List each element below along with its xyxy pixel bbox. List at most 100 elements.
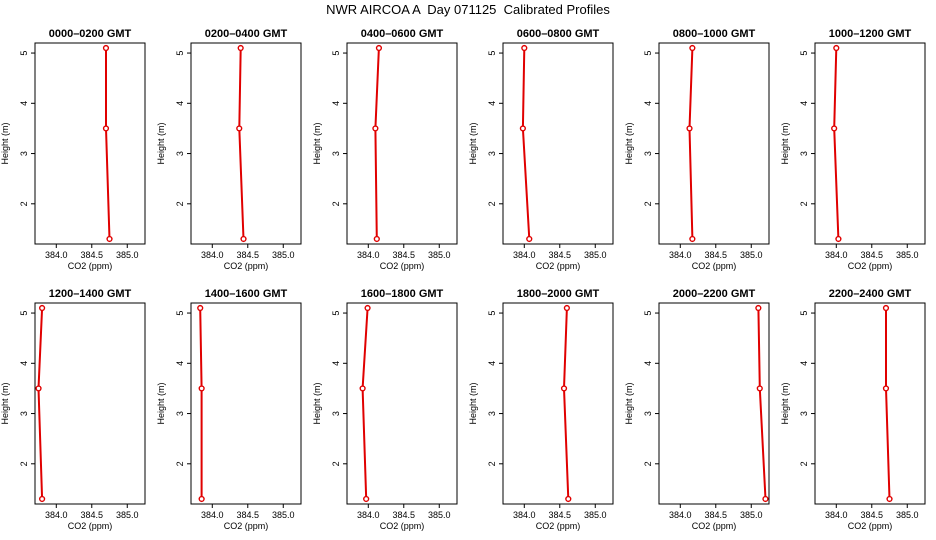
panel-10-profile-line bbox=[562, 307, 570, 500]
panel-6-plot-frame bbox=[814, 42, 926, 245]
panel-2-plot-frame bbox=[190, 42, 302, 245]
panel-7-y-tick-label: 5 bbox=[19, 311, 29, 316]
panel-7-title: 1200–1400 GMT bbox=[49, 288, 132, 300]
panel-10-y-tick-label: 5 bbox=[487, 311, 497, 316]
panel-9-plot-frame bbox=[346, 302, 458, 505]
panel-1-x-tick-label: 384.5 bbox=[81, 250, 104, 260]
panel-5-y-axis-label: Height (m) bbox=[624, 122, 634, 164]
panel-9-y-tick-label: 4 bbox=[331, 361, 341, 366]
panel-2-y-tick-label: 4 bbox=[175, 101, 185, 106]
panel-1-data-point bbox=[102, 44, 110, 52]
panel-6-x-tick-label: 384.0 bbox=[825, 250, 848, 260]
panel-7-profile-line bbox=[37, 307, 44, 500]
panel-5-y-tick-label: 2 bbox=[643, 201, 653, 206]
panel-5-x-tick-label: 384.5 bbox=[705, 250, 728, 260]
panel-5-data-point bbox=[689, 235, 696, 243]
panel-4-x-tick-label: 384.5 bbox=[549, 250, 572, 260]
panel-8-data-point bbox=[197, 304, 204, 312]
panel-4-data-point bbox=[526, 235, 533, 243]
panel-6-title: 1000–1200 GMT bbox=[829, 28, 912, 40]
panel-3-profile-line bbox=[374, 47, 380, 240]
panel-11-x-tick-label: 384.5 bbox=[705, 510, 728, 520]
panel-8-plot-frame bbox=[190, 302, 302, 505]
panel-3-y-tick-label: 5 bbox=[331, 51, 341, 56]
panel-4-y-axis-label: Height (m) bbox=[468, 122, 478, 164]
panel-9-y-tick-label: 3 bbox=[331, 411, 341, 416]
panel-7-plot-frame bbox=[34, 302, 146, 505]
panel-5-y-tick-label: 4 bbox=[643, 101, 653, 106]
panel-2-x-tick-label: 384.5 bbox=[237, 250, 260, 260]
panel-8-y-axis-label: Height (m) bbox=[156, 382, 166, 424]
panel-1-x-tick-label: 384.0 bbox=[45, 250, 68, 260]
panel-8-title: 1400–1600 GMT bbox=[205, 288, 288, 300]
panel-2-y-tick-label: 5 bbox=[175, 51, 185, 56]
panel-4-x-tick-label: 384.0 bbox=[513, 250, 536, 260]
panel-4-y-tick-label: 5 bbox=[487, 51, 497, 56]
panel-5-plot-frame bbox=[658, 42, 770, 245]
panel-12-x-tick-label: 384.5 bbox=[861, 510, 884, 520]
panel-2-y-tick-label: 3 bbox=[175, 151, 185, 156]
panel-11-x-tick-label: 385.0 bbox=[740, 510, 763, 520]
panel-11-title: 2000–2200 GMT bbox=[673, 288, 756, 300]
panel-6-profile-line bbox=[833, 47, 840, 240]
panel-3-y-tick-label: 2 bbox=[331, 201, 341, 206]
panel-6-y-tick-label: 5 bbox=[799, 51, 809, 56]
panel-8-data-point bbox=[198, 495, 205, 503]
panel-10-x-axis-label: CO2 (ppm) bbox=[536, 521, 581, 531]
panel-5-x-tick-label: 384.0 bbox=[669, 250, 692, 260]
panel-12-y-tick-label: 3 bbox=[799, 411, 809, 416]
panel-4-plot-frame bbox=[502, 42, 614, 245]
panel-12-y-tick-label: 4 bbox=[799, 361, 809, 366]
panel-8-y-tick-label: 5 bbox=[175, 311, 185, 316]
panel-1-plot-frame bbox=[34, 42, 146, 245]
panel-3-x-axis-label: CO2 (ppm) bbox=[380, 261, 425, 271]
panel-5-data-point bbox=[689, 44, 696, 52]
panel-5-y-tick-label: 3 bbox=[643, 151, 653, 156]
panel-3-x-tick-label: 385.0 bbox=[428, 250, 451, 260]
panel-6-y-axis-label: Height (m) bbox=[780, 122, 790, 164]
panel-5-data-point bbox=[686, 125, 693, 132]
panel-3-y-axis-label: Height (m) bbox=[312, 122, 322, 164]
panel-12-plot-frame bbox=[814, 302, 926, 505]
panel-10-y-axis-label: Height (m) bbox=[468, 382, 478, 424]
panel-2-y-tick-label: 2 bbox=[175, 201, 185, 206]
panel-3-plot-frame bbox=[346, 42, 458, 245]
panel-9-x-tick-label: 384.5 bbox=[393, 510, 416, 520]
panel-1-y-tick-label: 3 bbox=[19, 151, 29, 156]
panel-9-title: 1600–1800 GMT bbox=[361, 288, 444, 300]
panel-9-y-tick-label: 5 bbox=[331, 311, 341, 316]
panel-2-x-tick-label: 384.0 bbox=[201, 250, 224, 260]
panel-5-x-tick-label: 385.0 bbox=[740, 250, 763, 260]
panel-7-x-axis-label: CO2 (ppm) bbox=[68, 521, 113, 531]
panel-12-profile-line bbox=[885, 308, 891, 500]
panel-12-y-tick-label: 2 bbox=[799, 461, 809, 466]
panel-4-data-point bbox=[519, 125, 526, 132]
panel-11-x-tick-label: 384.0 bbox=[669, 510, 692, 520]
panel-11-data-point bbox=[756, 385, 763, 392]
panel-3-x-tick-label: 384.5 bbox=[393, 250, 416, 260]
panel-11-x-axis-label: CO2 (ppm) bbox=[692, 521, 737, 531]
panel-5-x-axis-label: CO2 (ppm) bbox=[692, 261, 737, 271]
panel-7-x-tick-label: 384.5 bbox=[81, 510, 104, 520]
panel-4-y-tick-label: 3 bbox=[487, 151, 497, 156]
panel-7-data-point bbox=[38, 304, 46, 312]
panel-8-x-tick-label: 384.0 bbox=[201, 510, 224, 520]
panel-9-y-tick-label: 2 bbox=[331, 461, 341, 466]
panel-10-x-tick-label: 384.5 bbox=[549, 510, 572, 520]
panel-3-x-tick-label: 384.0 bbox=[357, 250, 380, 260]
panel-4-profile-line bbox=[521, 47, 531, 240]
panel-3-data-point bbox=[372, 125, 379, 132]
panel-1-y-tick-label: 4 bbox=[19, 101, 29, 106]
panel-9-data-point bbox=[359, 385, 366, 392]
panel-12-x-tick-label: 384.0 bbox=[825, 510, 848, 520]
panel-2-x-axis-label: CO2 (ppm) bbox=[224, 261, 269, 271]
panel-10-title: 1800–2000 GMT bbox=[517, 288, 600, 300]
panel-10-y-tick-label: 4 bbox=[487, 361, 497, 366]
panel-7-y-tick-label: 4 bbox=[19, 361, 29, 366]
panel-12-data-point bbox=[886, 495, 893, 503]
panel-3-title: 0400–0600 GMT bbox=[361, 28, 444, 40]
panel-10-data-point bbox=[563, 304, 570, 312]
panel-11-y-tick-label: 2 bbox=[643, 461, 653, 466]
panel-9-x-axis-label: CO2 (ppm) bbox=[380, 521, 425, 531]
panel-12-x-axis-label: CO2 (ppm) bbox=[848, 521, 893, 531]
